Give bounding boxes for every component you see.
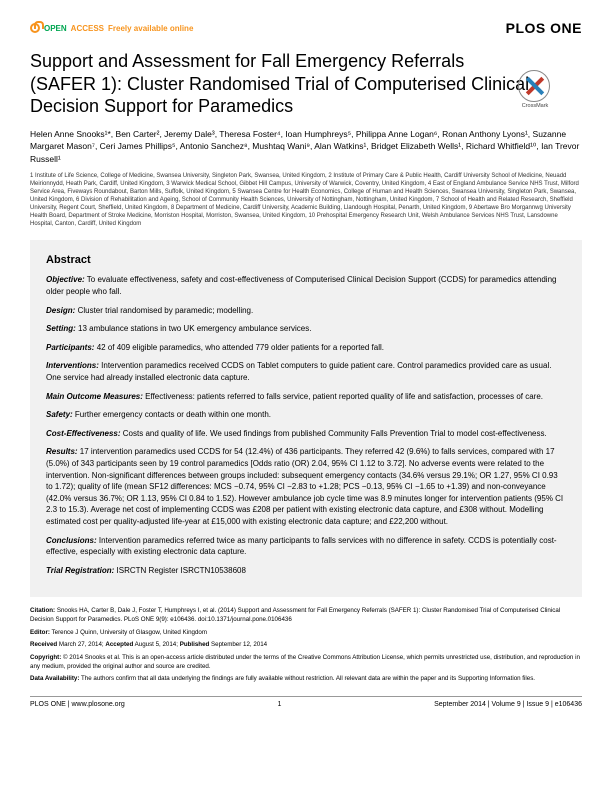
top-bar: OPEN ACCESS Freely available online PLOS… <box>30 20 582 36</box>
editor-line: Editor: Terence J Quinn, University of G… <box>30 629 582 638</box>
abstract-conclusions: Conclusions: Intervention paramedics ref… <box>46 535 566 558</box>
copyright-line: Copyright: © 2014 Snooks et al. This is … <box>30 654 582 671</box>
footer-page-number: 1 <box>278 701 282 708</box>
article-title: Support and Assessment for Fall Emergenc… <box>30 50 582 118</box>
footer-left: PLOS ONE | www.plosone.org <box>30 701 125 708</box>
freely-text: Freely available online <box>108 24 193 33</box>
dates-line: Received March 27, 2014; Accepted August… <box>30 641 582 650</box>
crossmark-badge[interactable]: CrossMark <box>518 70 552 104</box>
crossmark-label: CrossMark <box>518 103 552 109</box>
abstract-participants: Participants: 42 of 409 eligible paramed… <box>46 342 566 354</box>
page-footer: PLOS ONE | www.plosone.org 1 September 2… <box>30 696 582 708</box>
abstract-cost: Cost-Effectiveness: Costs and quality of… <box>46 428 566 440</box>
open-text: OPEN <box>44 24 67 33</box>
meta-block: Citation: Snooks HA, Carter B, Dale J, F… <box>30 607 582 684</box>
affiliations: 1 Institute of Life Science, College of … <box>30 172 582 229</box>
citation-line: Citation: Snooks HA, Carter B, Dale J, F… <box>30 607 582 624</box>
crossmark-icon <box>518 70 550 102</box>
journal-prefix: PLOS <box>506 20 546 36</box>
abstract-objective: Objective: To evaluate effectiveness, sa… <box>46 274 566 297</box>
abstract-heading: Abstract <box>46 254 566 266</box>
abstract-setting: Setting: 13 ambulance stations in two UK… <box>46 323 566 335</box>
abstract-box: Abstract Objective: To evaluate effectiv… <box>30 240 582 597</box>
abstract-main-outcome: Main Outcome Measures: Effectiveness: pa… <box>46 391 566 403</box>
open-access-badge: OPEN ACCESS Freely available online <box>30 23 193 33</box>
abstract-trial-reg: Trial Registration: ISRCTN Register ISRC… <box>46 565 566 577</box>
lock-open-icon <box>30 23 40 33</box>
access-text: ACCESS <box>71 24 104 33</box>
abstract-interventions: Interventions: Intervention paramedics r… <box>46 360 566 383</box>
authors-list: Helen Anne Snooks¹*, Ben Carter², Jeremy… <box>30 128 582 166</box>
journal-suffix: ONE <box>550 20 582 36</box>
abstract-results: Results: 17 intervention paramedics used… <box>46 446 566 527</box>
journal-logo: PLOS ONE <box>506 20 582 36</box>
abstract-design: Design: Cluster trial randomised by para… <box>46 305 566 317</box>
data-availability-line: Data Availability: The authors confirm t… <box>30 675 582 684</box>
footer-right: September 2014 | Volume 9 | Issue 9 | e1… <box>434 701 582 708</box>
abstract-safety: Safety: Further emergency contacts or de… <box>46 409 566 421</box>
